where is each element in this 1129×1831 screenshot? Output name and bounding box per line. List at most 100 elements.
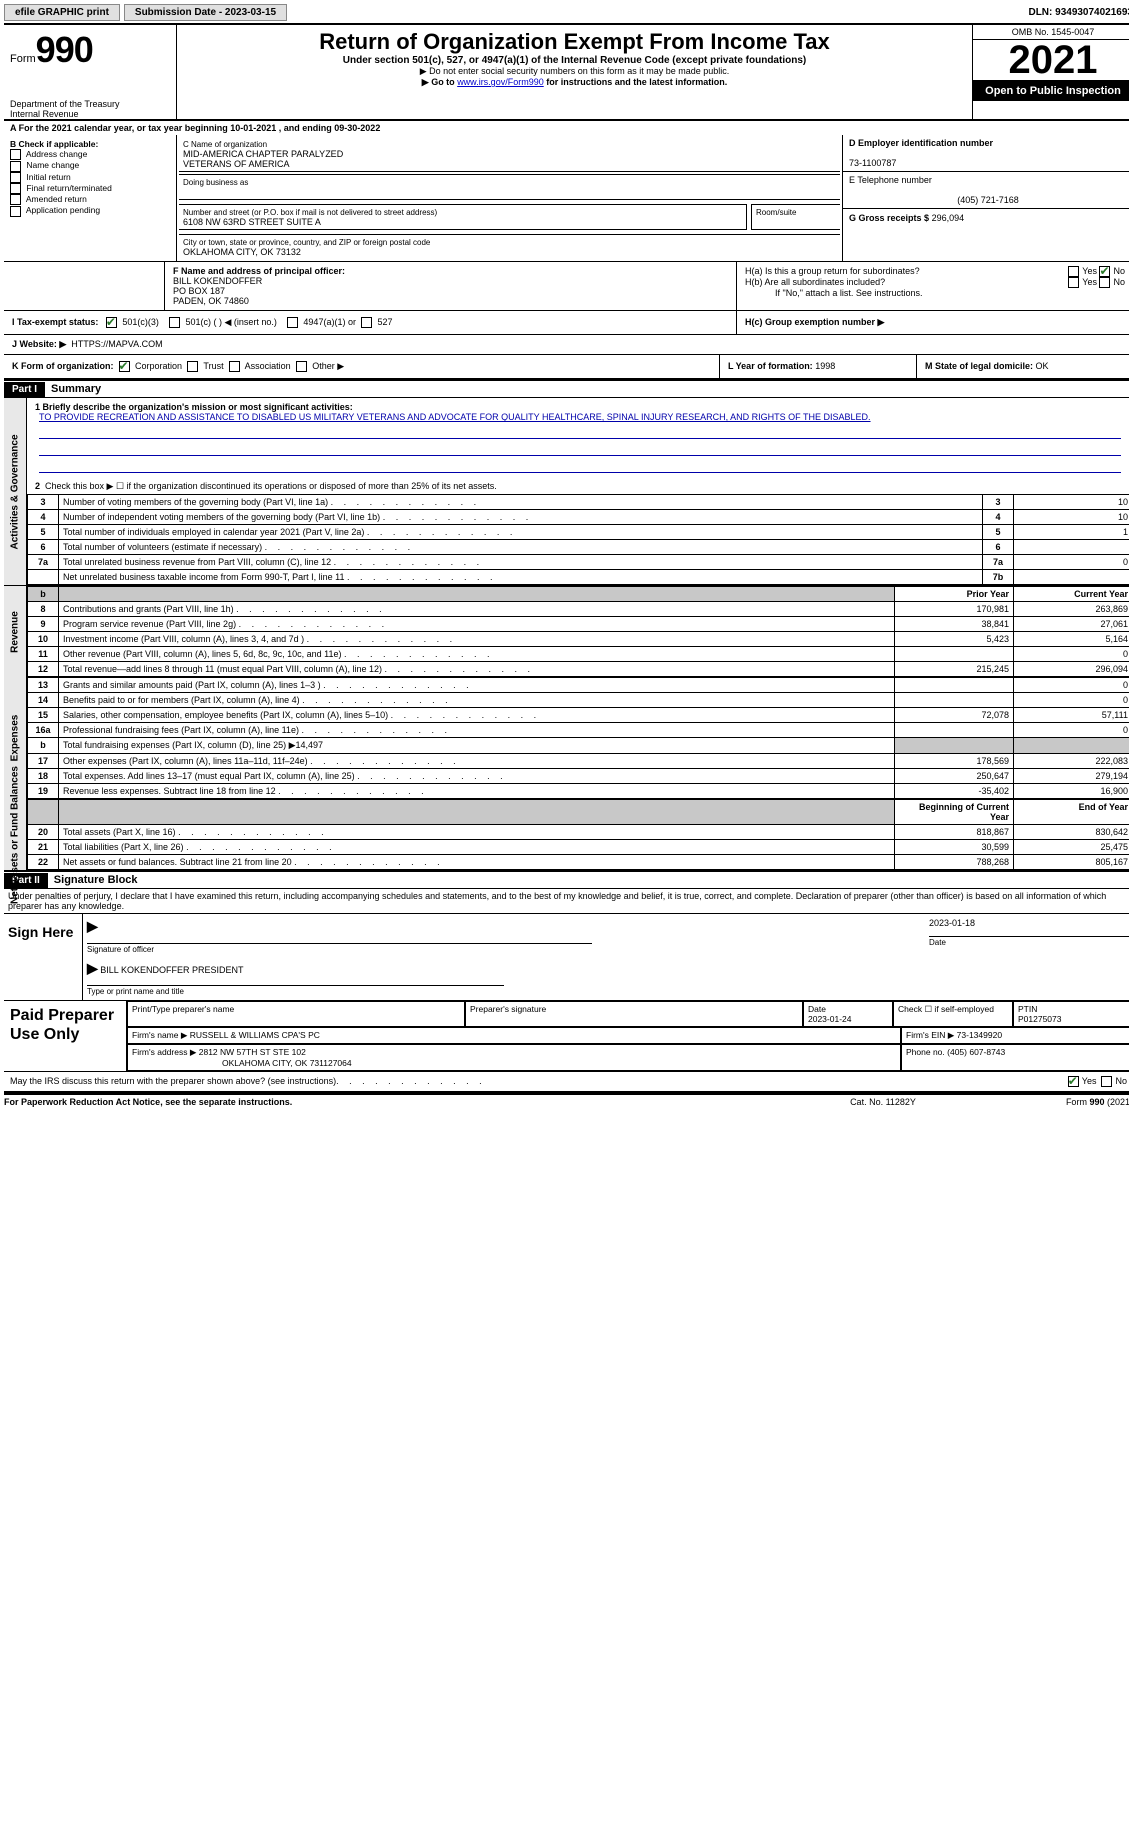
- irs-label: Internal Revenue: [10, 109, 170, 119]
- street-label: Number and street (or P.O. box if mail i…: [183, 208, 437, 217]
- opt-assoc: Association: [245, 361, 291, 371]
- website-url: HTTPS://MAPVA.COM: [71, 339, 162, 349]
- submission-date-button[interactable]: Submission Date - 2023-03-15: [124, 4, 287, 21]
- page-footer: For Paperwork Reduction Act Notice, see …: [4, 1093, 1129, 1107]
- opt-trust: Trust: [203, 361, 223, 371]
- preparer-name-label: Print/Type preparer's name: [132, 1004, 234, 1014]
- expenses-table: 13Grants and similar amounts paid (Part …: [27, 677, 1129, 799]
- discuss-no-checkbox[interactable]: [1101, 1076, 1112, 1087]
- boxb-checkbox[interactable]: [10, 183, 21, 194]
- year-formation: 1998: [815, 361, 835, 371]
- trust-checkbox[interactable]: [187, 361, 198, 372]
- firm-addr-label: Firm's address ▶: [132, 1047, 196, 1057]
- ssn-warning: ▶ Do not enter social security numbers o…: [183, 66, 966, 77]
- line2-text: Check this box ▶ ☐ if the organization d…: [45, 481, 497, 491]
- boxb-checkbox[interactable]: [10, 172, 21, 183]
- name-title-label: Type or print name and title: [87, 987, 184, 996]
- form990-link[interactable]: www.irs.gov/Form990: [457, 77, 544, 87]
- arrow-icon: ▶: [87, 918, 98, 934]
- discuss-yes-checkbox[interactable]: [1068, 1076, 1079, 1087]
- boxb-checkbox[interactable]: [10, 161, 21, 172]
- self-employed-label: Check ☐ if self-employed: [898, 1004, 994, 1014]
- boxb-checkbox[interactable]: [10, 194, 21, 205]
- side-activities: Activities & Governance: [4, 398, 27, 585]
- mission-label: 1 Briefly describe the organization's mi…: [35, 402, 353, 412]
- top-toolbar: efile GRAPHIC print Submission Date - 20…: [4, 4, 1129, 25]
- hb-yes-checkbox[interactable]: [1068, 277, 1079, 288]
- part1-revenue: Revenue bPrior YearCurrent Year8Contribu…: [4, 585, 1129, 677]
- corp-checkbox[interactable]: [119, 361, 130, 372]
- tax-year: 2021: [973, 40, 1129, 81]
- opt-4947: 4947(a)(1) or: [303, 317, 356, 327]
- officer-group-block: F Name and address of principal officer:…: [4, 262, 1129, 311]
- hb-label: H(b) Are all subordinates included?: [745, 277, 885, 288]
- form-number: Form990: [10, 29, 170, 71]
- return-title: Return of Organization Exempt From Incom…: [183, 29, 966, 55]
- blank-line-1: [39, 424, 1121, 439]
- phone-value: (405) 721-7168: [849, 195, 1127, 205]
- gross-receipts-label: G Gross receipts $: [849, 213, 929, 223]
- year-formation-label: L Year of formation:: [728, 361, 813, 371]
- firm-addr2: OKLAHOMA CITY, OK 731127064: [132, 1058, 352, 1068]
- declaration-link[interactable]: Under penalties of perjury, I declare th…: [8, 891, 1106, 911]
- ha-no-checkbox[interactable]: [1099, 266, 1110, 277]
- identity-block: B Check if applicable: Address change Na…: [4, 135, 1129, 262]
- sign-here-label: Sign Here: [4, 914, 83, 1000]
- part1-title: Summary: [45, 381, 107, 397]
- box-b: B Check if applicable: Address change Na…: [4, 135, 177, 261]
- other-checkbox[interactable]: [296, 361, 307, 372]
- yes-label2: Yes: [1082, 277, 1097, 287]
- 501c3-checkbox[interactable]: [106, 317, 117, 328]
- blank-line-3: [39, 458, 1121, 473]
- open-to-public: Open to Public Inspection: [973, 81, 1129, 101]
- goto-suffix: for instructions and the latest informat…: [544, 77, 728, 87]
- 501c-checkbox[interactable]: [169, 317, 180, 328]
- prep-date: 2023-01-24: [808, 1014, 851, 1024]
- officer-printed-name: BILL KOKENDOFFER PRESIDENT: [100, 965, 243, 975]
- form-of-org-row: K Form of organization: Corporation Trus…: [4, 355, 1129, 379]
- goto-prefix: ▶ Go to: [422, 77, 457, 87]
- assoc-checkbox[interactable]: [229, 361, 240, 372]
- box-c: C Name of organization MID-AMERICA CHAPT…: [177, 135, 842, 261]
- part1-governance: Activities & Governance 1 Briefly descri…: [4, 398, 1129, 585]
- perjury-declaration: Under penalties of perjury, I declare th…: [4, 889, 1129, 913]
- state-domicile: OK: [1036, 361, 1049, 371]
- side-netassets: Net Assets or Fund Balances: [4, 799, 27, 870]
- sig-date: 2023-01-18: [929, 918, 975, 928]
- side-revenue: Revenue: [4, 586, 27, 677]
- efile-print-button[interactable]: efile GRAPHIC print: [4, 4, 120, 21]
- opt-501c: 501(c) ( ) ◀ (insert no.): [185, 317, 276, 327]
- mission-text: TO PROVIDE RECREATION AND ASSISTANCE TO …: [35, 412, 1125, 422]
- paid-preparer-block: Paid Preparer Use Only Print/Type prepar…: [4, 1001, 1129, 1072]
- hc-label: H(c) Group exemption number ▶: [745, 317, 884, 327]
- part1-expenses: Expenses 13Grants and similar amounts pa…: [4, 677, 1129, 799]
- revenue-table: bPrior YearCurrent Year8Contributions an…: [27, 586, 1129, 677]
- hb-note: If "No," attach a list. See instructions…: [745, 288, 1125, 298]
- arrow-icon-2: ▶: [87, 960, 98, 976]
- ha-label: H(a) Is this a group return for subordin…: [745, 266, 920, 277]
- firm-name-label: Firm's name ▶: [132, 1030, 187, 1040]
- opt-527: 527: [377, 317, 392, 327]
- boxb-checkbox[interactable]: [10, 206, 21, 217]
- form-footer: Form 990 (2021): [983, 1097, 1129, 1107]
- ptin-label: PTIN: [1018, 1004, 1037, 1014]
- yes-label: Yes: [1082, 266, 1097, 276]
- boxb-checkbox[interactable]: [10, 149, 21, 160]
- 4947-checkbox[interactable]: [287, 317, 298, 328]
- box-d-e-g: D Employer identification number 73-1100…: [842, 135, 1129, 261]
- box-f: F Name and address of principal officer:…: [165, 262, 737, 310]
- 527-checkbox[interactable]: [361, 317, 372, 328]
- tax-exempt-row: I Tax-exempt status: 501(c)(3) 501(c) ( …: [4, 311, 1129, 335]
- officer-addr1: PO BOX 187: [173, 286, 225, 296]
- city-state-zip: OKLAHOMA CITY, OK 73132: [183, 247, 301, 257]
- part2-header: Part II Signature Block: [4, 870, 1129, 889]
- governance-table: 3Number of voting members of the governi…: [27, 494, 1129, 585]
- ha-yes-checkbox[interactable]: [1068, 266, 1079, 277]
- form-org-label: K Form of organization:: [12, 361, 114, 371]
- return-subtitle: Under section 501(c), 527, or 4947(a)(1)…: [183, 55, 966, 66]
- tax-period-row: A For the 2021 calendar year, or tax yea…: [4, 120, 1129, 135]
- ptin-value: P01275073: [1018, 1014, 1062, 1024]
- part2-title: Signature Block: [48, 872, 144, 888]
- sig-officer-label: Signature of officer: [87, 945, 154, 954]
- hb-no-checkbox[interactable]: [1099, 277, 1110, 288]
